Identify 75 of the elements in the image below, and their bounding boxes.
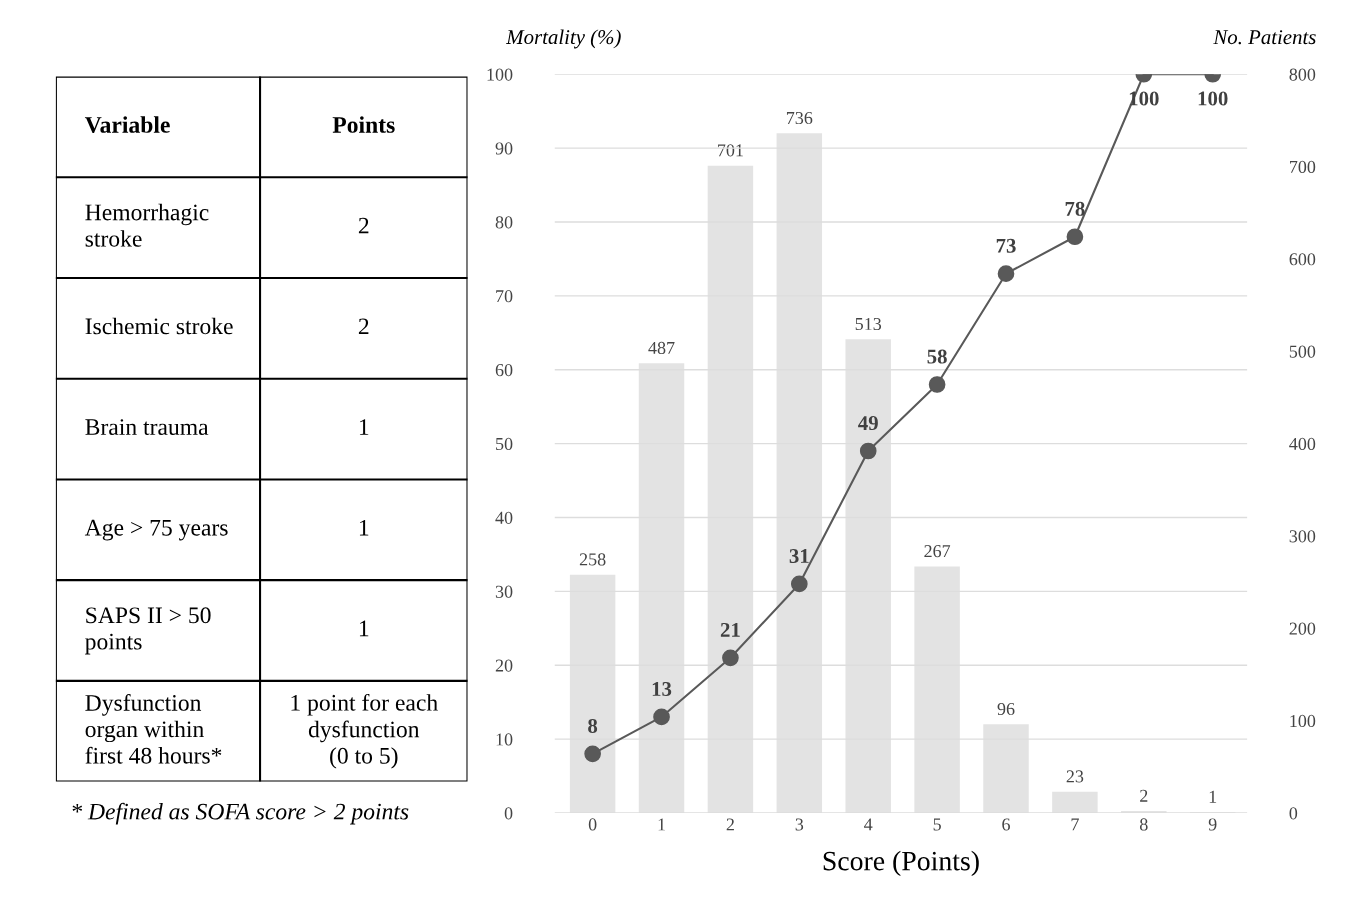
text: Hemorrhagic stroke <box>85 203 209 247</box>
data-label: 31 <box>789 549 809 564</box>
x-tick-label: 0 <box>588 818 597 831</box>
y-tick-label: 50 <box>496 437 513 451</box>
data-label: 487 <box>648 341 675 355</box>
text: * Defined as SOFA score > 2 points <box>72 802 409 825</box>
y-tick-label: 0 <box>504 807 513 820</box>
data-label: 8 <box>588 718 598 733</box>
x-axis-title: Score (Points) <box>823 850 979 877</box>
point <box>722 649 739 667</box>
y2-tick-label: 0 <box>1289 807 1298 820</box>
point <box>859 442 877 460</box>
point <box>584 745 601 763</box>
text: 1 <box>359 419 369 435</box>
y2-tick-label: 700 <box>1290 160 1316 174</box>
data-label: 21 <box>720 622 740 637</box>
y2-tick-label: 100 <box>1290 714 1316 728</box>
text: SAPS II > 50 points <box>85 607 211 655</box>
y-tick-label: 30 <box>495 585 513 598</box>
point <box>790 575 808 593</box>
data-label: 23 <box>1066 770 1084 783</box>
data-label: 78 <box>1065 201 1085 216</box>
data-label: 49 <box>858 416 878 431</box>
text: Points <box>332 116 395 133</box>
y2-tick-label: 500 <box>1289 345 1316 358</box>
data-label: 258 <box>579 553 606 566</box>
data-label: 100 <box>1198 91 1228 106</box>
data-label: 267 <box>924 545 951 558</box>
y-tick-label: 100 <box>487 68 513 81</box>
data-label: 736 <box>786 111 813 125</box>
point <box>1066 228 1084 246</box>
data-label: 73 <box>996 238 1016 253</box>
y-tick-label: 70 <box>496 290 513 303</box>
y2-tick-label: 600 <box>1289 253 1316 266</box>
x-tick-label: 4 <box>864 818 873 831</box>
text: Variable <box>84 116 170 133</box>
text: Brain trauma <box>85 419 209 436</box>
y-axis-title: Mortality (%) <box>506 29 621 49</box>
x-tick-label: 9 <box>1208 818 1217 831</box>
x-tick-label: 1 <box>658 818 665 831</box>
y-tick-label: 80 <box>495 216 513 229</box>
point <box>928 376 946 393</box>
y2-tick-label: 200 <box>1289 622 1316 635</box>
x-tick-label: 7 <box>1071 818 1079 831</box>
point <box>997 265 1015 283</box>
y2-tick-label: 400 <box>1289 437 1316 451</box>
x-tick-label: 5 <box>933 818 941 831</box>
data-label: 13 <box>652 682 672 697</box>
text: 2 <box>358 318 369 335</box>
text: 2 <box>358 217 369 234</box>
x-tick-label: 3 <box>795 818 804 831</box>
data-label: 96 <box>997 702 1015 716</box>
x-tick-label: 6 <box>1002 818 1010 831</box>
y-tick-label: 90 <box>495 142 513 155</box>
y2-tick-label: 300 <box>1289 530 1316 543</box>
data-label: 2 <box>1140 789 1148 802</box>
y2-axis-title: No. Patients <box>1213 30 1316 45</box>
data-label: 513 <box>855 317 882 331</box>
x-tick-label: 2 <box>726 818 734 831</box>
data-label: 58 <box>927 349 947 364</box>
text: Ischemic stroke <box>85 317 233 335</box>
y-tick-label: 20 <box>495 659 513 672</box>
text: Dysfunction organ within first 48 hours* <box>85 694 222 764</box>
y-tick-label: 10 <box>496 733 513 746</box>
x-tick-label: 8 <box>1139 818 1148 831</box>
text: 1 point for each dysfunction (0 to 5) <box>291 693 438 769</box>
point <box>653 708 670 726</box>
data-label: 1 <box>1209 790 1217 803</box>
text: 1 <box>359 519 369 536</box>
text: 1 <box>359 620 369 637</box>
y-tick-label: 60 <box>495 363 513 377</box>
y-tick-label: 40 <box>495 511 513 524</box>
text: Age > 75 years <box>84 519 228 541</box>
data-label: 701 <box>718 144 743 157</box>
y2-tick-label: 800 <box>1289 68 1316 81</box>
